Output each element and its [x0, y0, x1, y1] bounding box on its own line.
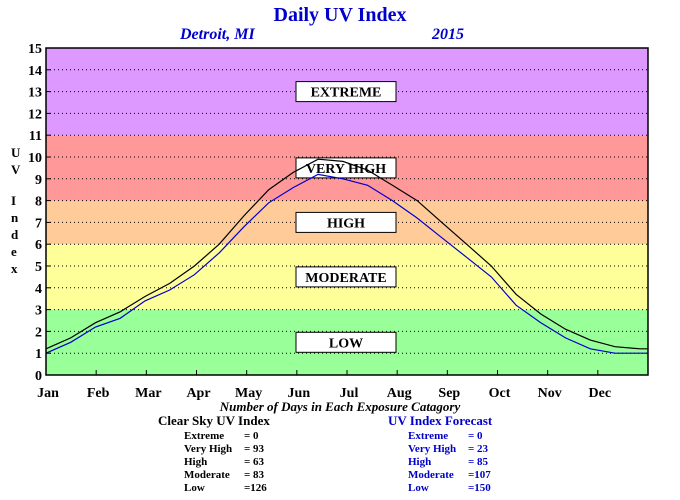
- forecast-stats-title: UV Index Forecast: [388, 413, 493, 428]
- y-axis-letter: e: [11, 244, 17, 259]
- stats-row: Very High = 93: [184, 443, 284, 456]
- forecast-stats: UV Index Forecast Extreme = 0 Very High = …: [388, 413, 508, 495]
- month-tick-label: Aug: [387, 386, 412, 400]
- stats-label: Extreme: [408, 430, 449, 442]
- band-label: MODERATE: [305, 271, 386, 286]
- clear-sky-stats-title: Clear Sky UV Index: [158, 413, 270, 428]
- band-label-box: [295, 81, 397, 103]
- y-tick-label: 14: [28, 64, 42, 79]
- stats-value: =107: [468, 469, 491, 481]
- stats-row: High = 85: [408, 456, 508, 469]
- stats-row: Moderate = 83: [184, 469, 284, 482]
- y-tick-label: 1: [35, 347, 42, 362]
- month-tick-label: Dec: [589, 386, 612, 400]
- x-axis-note: Number of Days in Each Exposure Catagory: [219, 399, 461, 414]
- band-label: EXTREME: [311, 86, 382, 101]
- band-label: LOW: [329, 336, 363, 351]
- y-tick-label: 12: [28, 107, 42, 122]
- stats-label: Very High: [184, 443, 233, 455]
- stats-label: Low: [184, 482, 205, 494]
- y-tick-label: 0: [35, 369, 42, 384]
- location-subtitle: Detroit, MI: [180, 26, 255, 43]
- series-line: [45, 173, 648, 354]
- y-axis-letter: V: [11, 162, 21, 177]
- stats-label: Moderate: [408, 469, 454, 481]
- chart-title: Daily UV Index: [273, 4, 407, 26]
- month-tick-label: Sep: [438, 386, 460, 400]
- band-label-box: [295, 331, 397, 353]
- month-tick-label: Nov: [538, 386, 562, 400]
- stats-row: Extreme = 0: [408, 430, 508, 443]
- month-tick-label: Feb: [87, 386, 110, 400]
- stats-value: = 83: [244, 469, 265, 481]
- stats-label: High: [184, 456, 208, 468]
- stats-value: =150: [468, 482, 491, 494]
- y-tick-label: 15: [28, 42, 42, 57]
- y-tick-label: 13: [28, 86, 42, 101]
- stats-label: High: [408, 456, 432, 468]
- y-tick-label: 9: [35, 173, 42, 188]
- clear-sky-stats: Clear Sky UV Index Extreme = 0 Very High =…: [158, 413, 284, 495]
- stats-label: Very High: [408, 443, 457, 455]
- stats-row: Extreme = 0: [184, 430, 284, 443]
- year-subtitle: 2015: [432, 26, 464, 43]
- month-tick-label: Mar: [135, 386, 161, 400]
- stats-value: = 85: [468, 456, 489, 468]
- y-axis-letter: d: [11, 227, 19, 242]
- month-tick-label: Oct: [489, 386, 511, 400]
- y-axis-letter: U: [11, 145, 21, 160]
- y-axis-letter: x: [11, 261, 18, 276]
- stats-label: Extreme: [184, 430, 225, 442]
- stats-value: = 93: [244, 443, 265, 455]
- y-tick-label: 10: [28, 151, 42, 166]
- stats-row: Low =126: [184, 482, 284, 495]
- y-tick-label: 11: [29, 129, 42, 144]
- stats-value: = 0: [244, 430, 259, 442]
- y-tick-label: 4: [35, 282, 42, 297]
- month-tick-label: Apr: [186, 386, 210, 400]
- y-tick-label: 7: [35, 216, 42, 231]
- band-label: VERY HIGH: [306, 162, 386, 177]
- stats-row: Moderate =107: [408, 469, 508, 482]
- band-label: HIGH: [327, 216, 365, 231]
- y-axis-letter: I: [11, 193, 17, 208]
- stats-label: Moderate: [184, 469, 230, 481]
- stats-value: = 0: [468, 430, 483, 442]
- band-label-box: [295, 266, 397, 288]
- stats-value: = 63: [244, 456, 265, 468]
- month-tick-label: May: [235, 386, 262, 400]
- y-tick-label: 5: [35, 260, 42, 275]
- y-tick-label: 8: [35, 195, 42, 210]
- month-tick-label: Jul: [340, 386, 359, 400]
- band-label-box: [295, 211, 397, 233]
- y-tick-label: 2: [35, 325, 42, 340]
- y-axis-letter: n: [11, 210, 19, 225]
- stats-label: Low: [408, 482, 429, 494]
- band-label-box: [295, 157, 397, 179]
- y-tick-label: 3: [35, 304, 42, 319]
- month-tick-label: Jan: [37, 386, 59, 400]
- month-tick-label: Jun: [288, 386, 311, 400]
- series-line: [45, 158, 648, 350]
- stats-row: High = 63: [184, 456, 284, 469]
- stats-row: Low =150: [408, 482, 508, 495]
- stats-value: =126: [244, 482, 267, 494]
- stats-row: Very High = 23: [408, 443, 508, 456]
- stats-value: = 23: [468, 443, 489, 455]
- y-tick-label: 6: [35, 238, 42, 253]
